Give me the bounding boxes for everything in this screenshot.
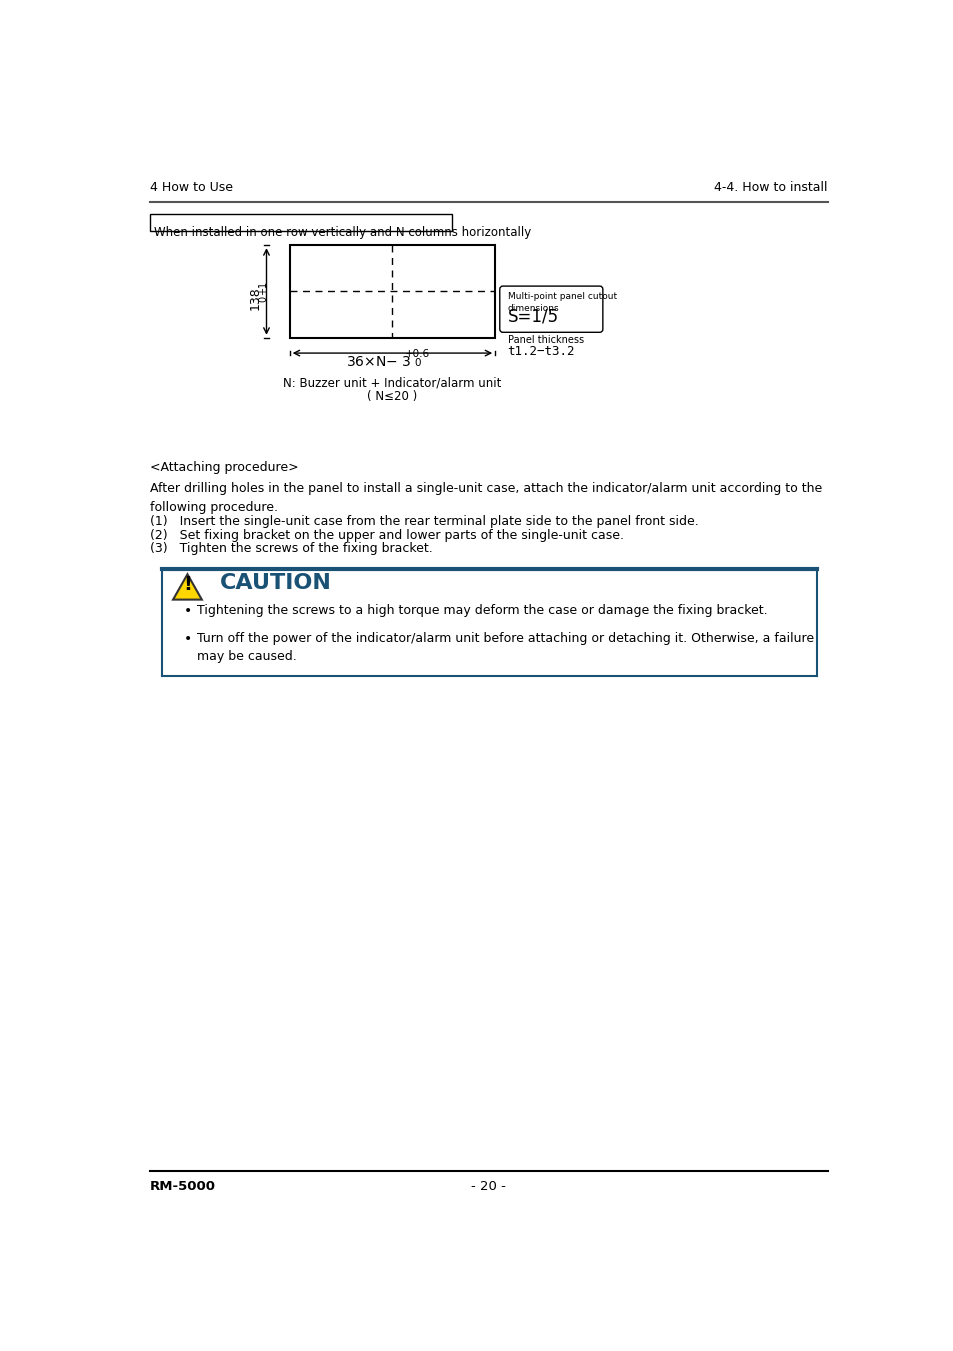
Text: ( N≤20 ): ( N≤20 ) — [367, 390, 417, 403]
FancyBboxPatch shape — [150, 215, 452, 231]
Text: S=1/5: S=1/5 — [507, 308, 558, 326]
Text: (1)   Insert the single-unit case from the rear terminal plate side to the panel: (1) Insert the single-unit case from the… — [150, 515, 699, 528]
Text: 0: 0 — [414, 358, 420, 367]
Text: 4-4. How to install: 4-4. How to install — [714, 181, 827, 195]
Text: 36$\times$N$-$ 3: 36$\times$N$-$ 3 — [345, 354, 411, 369]
Text: <Attaching procedure>: <Attaching procedure> — [150, 461, 298, 474]
Polygon shape — [172, 574, 202, 600]
Text: •: • — [183, 604, 192, 619]
Text: N: Buzzer unit + Indicator/alarm unit: N: Buzzer unit + Indicator/alarm unit — [283, 376, 501, 389]
Text: When installed in one row vertically and N columns horizontally: When installed in one row vertically and… — [154, 226, 531, 239]
Text: CAUTION: CAUTION — [220, 573, 332, 593]
Text: •: • — [183, 632, 192, 646]
Text: 4 How to Use: 4 How to Use — [150, 181, 233, 195]
Text: Panel thickness: Panel thickness — [507, 335, 583, 346]
Bar — [290, 246, 495, 338]
FancyBboxPatch shape — [499, 286, 602, 332]
Text: - 20 -: - 20 - — [471, 1179, 506, 1193]
Text: 0: 0 — [258, 296, 268, 303]
Text: +0.6: +0.6 — [404, 349, 430, 359]
Text: !: ! — [183, 574, 192, 594]
Text: Multi-point panel cutout
dimensions: Multi-point panel cutout dimensions — [507, 292, 616, 313]
Text: 138: 138 — [249, 286, 262, 309]
Text: +1: +1 — [258, 281, 268, 296]
Text: Tightening the screws to a high torque may deform the case or damage the fixing : Tightening the screws to a high torque m… — [196, 604, 766, 617]
Text: Turn off the power of the indicator/alarm unit before attaching or detaching it.: Turn off the power of the indicator/alar… — [196, 632, 813, 663]
Text: After drilling holes in the panel to install a single-unit case, attach the indi: After drilling holes in the panel to ins… — [150, 482, 821, 513]
Text: (3)   Tighten the screws of the fixing bracket.: (3) Tighten the screws of the fixing bra… — [150, 543, 433, 555]
Text: (2)   Set fixing bracket on the upper and lower parts of the single-unit case.: (2) Set fixing bracket on the upper and … — [150, 528, 623, 542]
Text: t1.2−t3.2: t1.2−t3.2 — [507, 345, 575, 358]
Text: RM-5000: RM-5000 — [150, 1179, 216, 1193]
